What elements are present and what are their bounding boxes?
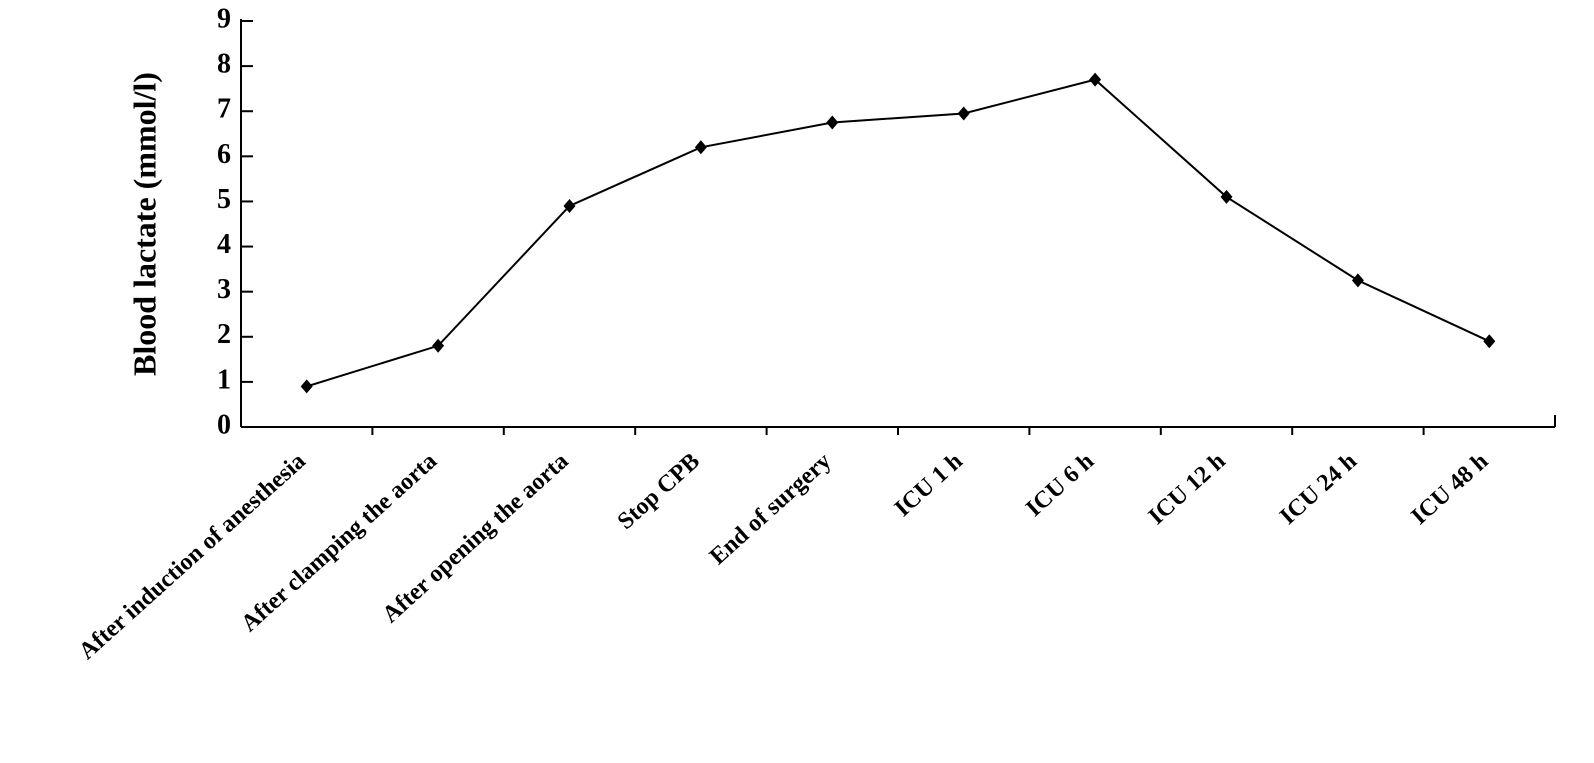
data-point [300, 379, 313, 394]
y-tick-label: 7 [217, 94, 231, 125]
x-tick-label: ICU 12 h [1144, 448, 1231, 530]
data-point [957, 106, 970, 121]
y-tick-label: 4 [217, 229, 231, 260]
x-tick-label: ICU 24 h [1275, 448, 1362, 530]
y-tick-label: 3 [217, 274, 231, 305]
x-tick-label: End of surgery [705, 448, 836, 570]
y-tick-label: 1 [217, 364, 231, 395]
x-tick-label: ICU 1 h [890, 448, 968, 522]
data-point [694, 140, 707, 155]
x-tick-label: ICU 6 h [1021, 448, 1099, 522]
x-tick-label: ICU 48 h [1407, 448, 1494, 530]
y-tick-label: 9 [217, 3, 231, 34]
data-point [1351, 273, 1364, 288]
data-point [432, 338, 445, 353]
data-point [1089, 72, 1102, 87]
y-tick-label: 8 [217, 49, 231, 80]
x-tick-label: After induction of anesthesia [74, 448, 311, 665]
y-tick-label: 6 [217, 139, 231, 170]
y-axis-label: Blood lactate (mmol/l) [126, 72, 162, 376]
data-point [1483, 334, 1496, 349]
data-point [1220, 189, 1233, 204]
y-tick-label: 2 [217, 319, 231, 350]
data-point [826, 115, 839, 130]
data-line [306, 78, 1490, 388]
y-tick-label: 0 [217, 409, 231, 440]
x-tick-label: Stop CPB [613, 448, 705, 535]
data-point [563, 198, 576, 213]
y-tick-label: 5 [217, 184, 231, 215]
